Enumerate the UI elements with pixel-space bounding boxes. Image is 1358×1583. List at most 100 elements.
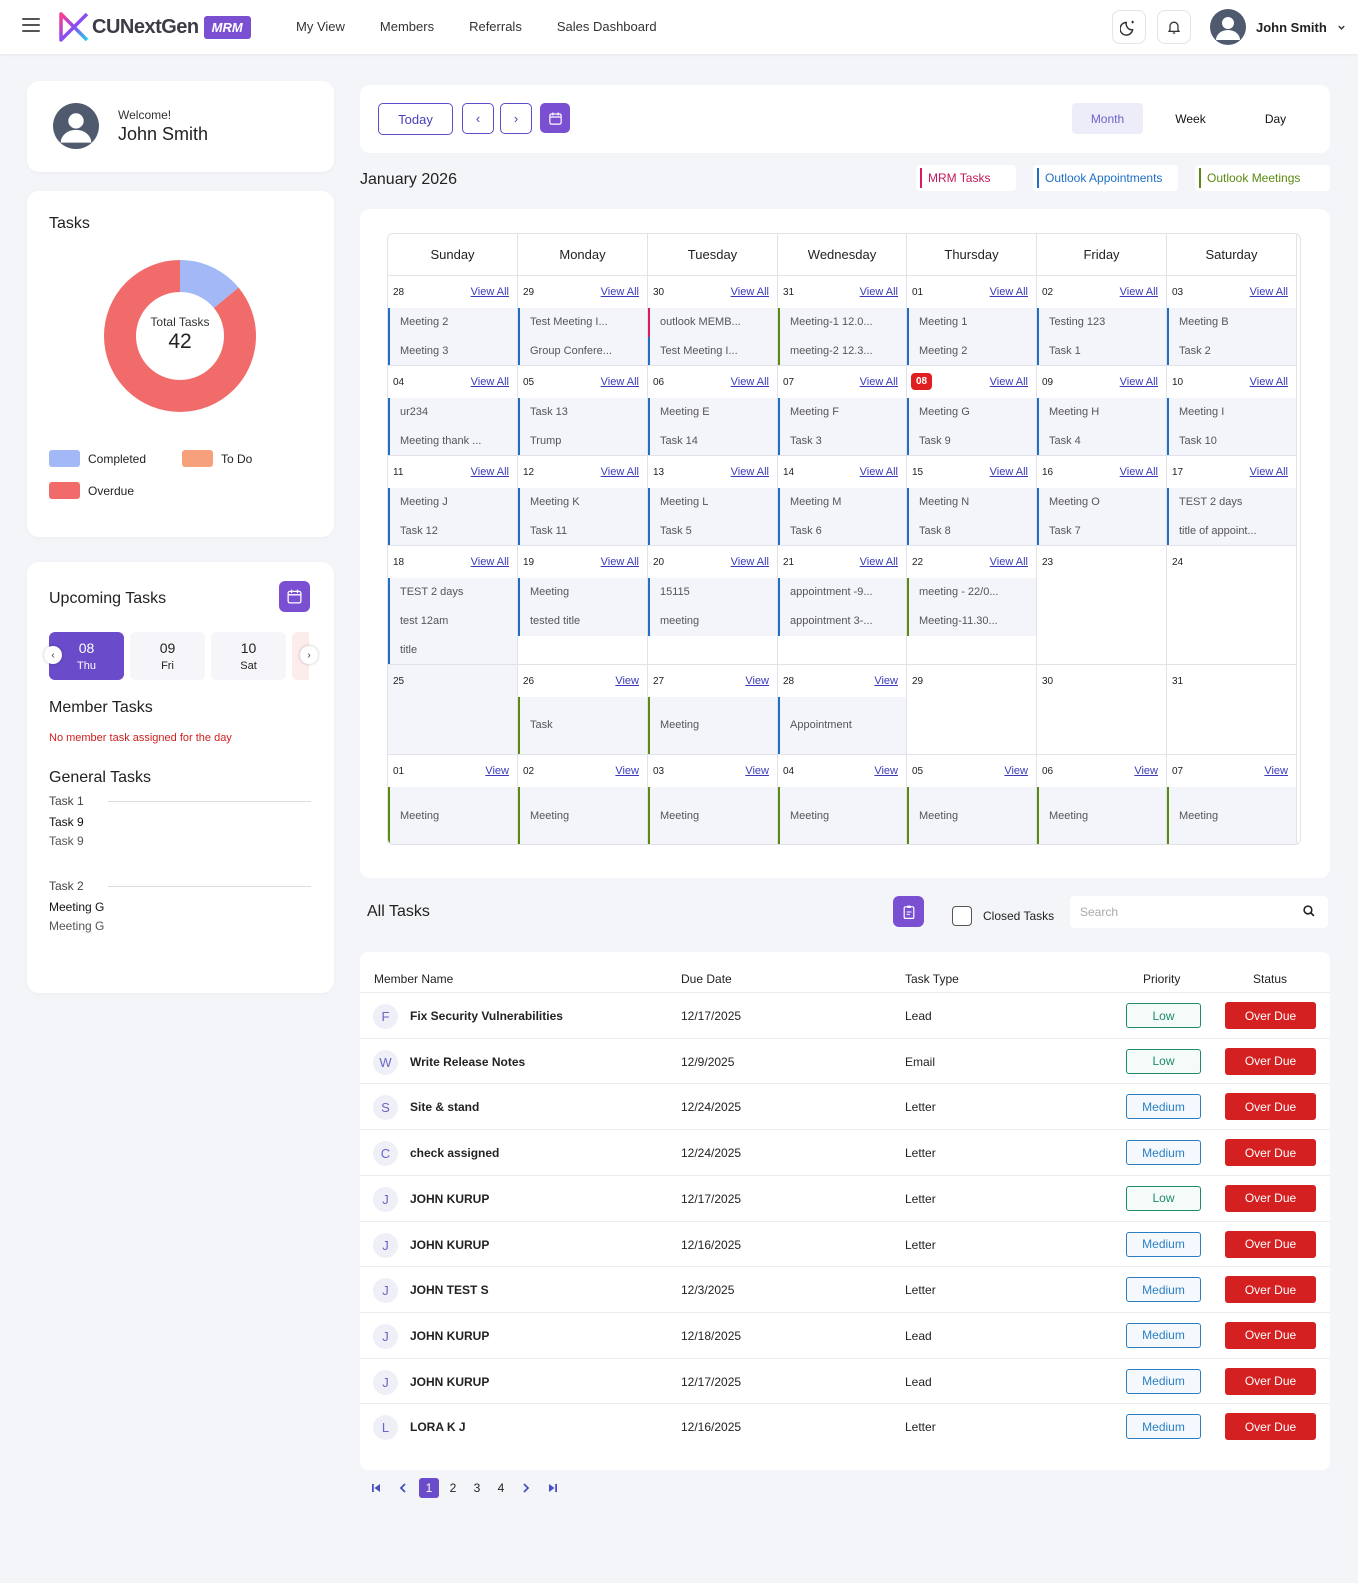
task-list-button[interactable] xyxy=(893,896,924,927)
calendar-day-cell[interactable]: 06 View All Meeting E Task 14 xyxy=(648,366,778,456)
calendar-event[interactable]: Group Confere... xyxy=(518,337,647,365)
view-all-link[interactable]: View All xyxy=(600,376,639,388)
calendar-day-cell[interactable]: 07 View Meeting xyxy=(1167,755,1297,844)
calendar-event[interactable]: Task 4 xyxy=(1037,427,1166,455)
calendar-day-cell[interactable]: 29 xyxy=(907,665,1037,755)
calendar-event[interactable]: Meeting O xyxy=(1037,488,1166,517)
calendar-event[interactable]: Appointment xyxy=(778,697,906,754)
calendar-event[interactable]: Task 14 xyxy=(648,427,777,455)
table-row[interactable]: L LORA K J 12/16/2025 Letter Medium Over Due xyxy=(360,1403,1330,1449)
view-all-link[interactable]: View All xyxy=(859,376,898,388)
calendar-event[interactable]: Meeting xyxy=(778,787,906,844)
view-all-link[interactable]: View xyxy=(1004,765,1028,777)
view-all-link[interactable]: View All xyxy=(600,466,639,478)
first-page-button[interactable] xyxy=(365,1478,387,1498)
calendar-event[interactable]: meeting - 22/0... xyxy=(907,578,1036,607)
calendar-event[interactable]: Meeting I xyxy=(1167,398,1296,427)
view-all-link[interactable]: View All xyxy=(1119,286,1158,298)
prev-page-button[interactable] xyxy=(392,1478,414,1498)
legend-completed[interactable]: Completed xyxy=(49,450,146,467)
legend-overdue[interactable]: Overdue xyxy=(49,482,134,499)
nav-referrals[interactable]: Referrals xyxy=(469,19,522,34)
calendar-event[interactable]: Trump xyxy=(518,427,647,455)
calendar-event[interactable]: title xyxy=(388,636,517,664)
calendar-event[interactable]: meeting-2 12.3... xyxy=(778,337,906,365)
member-name[interactable]: JOHN TEST S xyxy=(410,1283,489,1298)
next-month-button[interactable]: › xyxy=(500,103,532,134)
theme-toggle-button[interactable] xyxy=(1112,10,1146,44)
nav-my-view[interactable]: My View xyxy=(296,19,345,34)
calendar-day-cell[interactable]: 25 xyxy=(388,665,518,755)
calendar-event[interactable]: Meeting xyxy=(907,787,1036,844)
calendar-event[interactable]: Meeting xyxy=(1167,787,1296,844)
view-all-link[interactable]: View xyxy=(485,765,509,777)
calendar-day-cell[interactable]: 13 View All Meeting L Task 5 xyxy=(648,456,778,546)
calendar-event[interactable]: appointment -9... xyxy=(778,578,906,607)
date-sat-10[interactable]: 10 Sat xyxy=(211,632,286,680)
view-all-link[interactable]: View xyxy=(615,765,639,777)
calendar-day-cell[interactable]: 03 View Meeting xyxy=(648,755,778,844)
notifications-button[interactable] xyxy=(1157,10,1191,44)
calendar-event[interactable]: Meeting L xyxy=(648,488,777,517)
table-row[interactable]: J JOHN KURUP 12/18/2025 Lead Medium Over Due xyxy=(360,1311,1330,1358)
calendar-event[interactable]: Meeting-1 12.0... xyxy=(778,308,906,337)
calendar-event[interactable]: Meeting M xyxy=(778,488,906,517)
calendar-day-cell[interactable]: 02 View Meeting xyxy=(518,755,648,844)
prev-month-button[interactable]: ‹ xyxy=(462,103,494,134)
calendar-day-cell[interactable]: 28 View Appointment xyxy=(778,665,907,755)
calendar-event[interactable]: ur234 xyxy=(388,398,517,427)
view-all-link[interactable]: View All xyxy=(989,376,1028,388)
view-all-link[interactable]: View All xyxy=(1119,466,1158,478)
calendar-event[interactable]: Test Meeting I... xyxy=(518,308,647,337)
view-all-link[interactable]: View All xyxy=(730,376,769,388)
member-name[interactable]: JOHN KURUP xyxy=(410,1328,490,1343)
calendar-event[interactable]: Task 5 xyxy=(648,517,777,545)
view-all-link[interactable]: View All xyxy=(730,466,769,478)
calendar-event[interactable]: Task 9 xyxy=(907,427,1036,455)
date-next-arrow[interactable]: › xyxy=(300,646,318,664)
view-all-link[interactable]: View xyxy=(874,765,898,777)
page-button[interactable]: 4 xyxy=(497,1481,505,1495)
calendar-day-cell[interactable]: 16 View All Meeting O Task 7 xyxy=(1037,456,1167,546)
nav-members[interactable]: Members xyxy=(379,19,435,34)
calendar-day-cell[interactable]: 05 View Meeting xyxy=(907,755,1037,844)
calendar-event[interactable]: meeting xyxy=(648,607,777,636)
view-all-link[interactable]: View All xyxy=(1119,376,1158,388)
col-task-type[interactable]: Task Type xyxy=(905,972,959,986)
category-mrm-tasks[interactable]: MRM Tasks xyxy=(916,165,1016,191)
view-all-link[interactable]: View All xyxy=(859,286,898,298)
calendar-event[interactable]: Task 3 xyxy=(778,427,906,455)
calendar-day-cell[interactable]: 08 View All Meeting G Task 9 xyxy=(907,366,1037,456)
calendar-event[interactable]: Meeting 3 xyxy=(388,337,517,365)
calendar-day-cell[interactable]: 31 View All Meeting-1 12.0... meeting-2 12.… xyxy=(778,276,907,366)
calendar-event[interactable]: Meeting xyxy=(518,787,647,844)
date-prev-arrow[interactable]: ‹ xyxy=(44,646,62,664)
calendar-day-cell[interactable]: 10 View All Meeting I Task 10 xyxy=(1167,366,1297,456)
logo[interactable]: CUNextGen MRM xyxy=(58,11,251,43)
col-status[interactable]: Status xyxy=(1253,972,1288,986)
calendar-day-cell[interactable]: 07 View All Meeting F Task 3 xyxy=(778,366,907,456)
calendar-event[interactable]: test 12am xyxy=(388,607,517,636)
member-name[interactable]: Write Release Notes xyxy=(410,1054,526,1069)
calendar-day-cell[interactable]: 23 xyxy=(1037,546,1167,665)
calendar-event[interactable]: Meeting E xyxy=(648,398,777,427)
view-all-link[interactable]: View All xyxy=(470,466,509,478)
calendar-event[interactable]: Meeting F xyxy=(778,398,906,427)
view-all-link[interactable]: View xyxy=(1264,765,1288,777)
calendar-day-cell[interactable]: 01 View All Meeting 1 Meeting 2 xyxy=(907,276,1037,366)
calendar-event[interactable]: appointment 3-... xyxy=(778,607,906,636)
calendar-day-cell[interactable]: 30 View All outlook MEMB... Test Meeting I.… xyxy=(648,276,778,366)
calendar-event[interactable]: TEST 2 days xyxy=(1167,488,1296,517)
calendar-event[interactable]: Task 7 xyxy=(1037,517,1166,545)
page-button[interactable]: 1 xyxy=(419,1478,439,1498)
calendar-event[interactable]: Task 8 xyxy=(907,517,1036,545)
calendar-event[interactable]: Task 12 xyxy=(388,517,517,545)
calendar-event[interactable]: Meeting H xyxy=(1037,398,1166,427)
col-priority[interactable]: Priority xyxy=(1143,972,1181,986)
calendar-day-cell[interactable]: 14 View All Meeting M Task 6 xyxy=(778,456,907,546)
menu-icon[interactable] xyxy=(22,18,40,34)
table-row[interactable]: J JOHN KURUP 12/17/2025 Letter Low Over Due xyxy=(360,1174,1330,1221)
view-all-link[interactable]: View All xyxy=(859,556,898,568)
calendar-day-cell[interactable]: 18 View All TEST 2 days test 12am title xyxy=(388,546,518,665)
